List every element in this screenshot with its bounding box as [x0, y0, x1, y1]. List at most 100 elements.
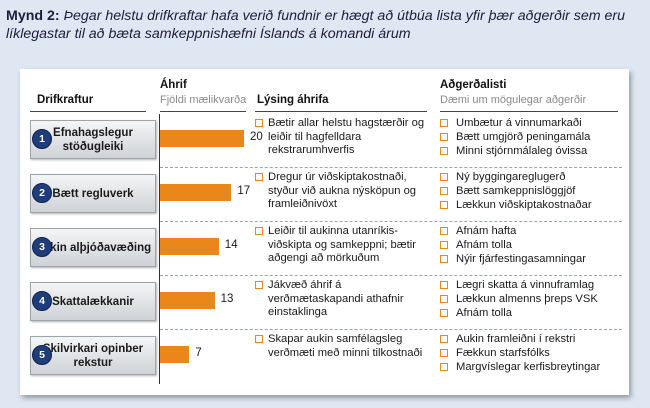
row-separator [160, 221, 622, 222]
checkbox-icon [440, 309, 448, 317]
action-list: Afnám hafta Afnám tolla Nýir fjárfestingas… [440, 224, 625, 266]
header-impact-sub: Fjöldi mælikvarða [160, 94, 247, 106]
action-item-label: Lækkun almenns þreps VSK [456, 293, 598, 305]
action-item: Aukin framleiðni í rekstri [440, 332, 625, 346]
row-separator [160, 275, 622, 276]
action-list: Ný byggingareglugerð Bætt samkeppnislöggj… [440, 170, 625, 212]
checkbox-icon [440, 201, 448, 209]
action-item-label: Ný byggingareglugerð [456, 171, 566, 183]
header-underline-impact [160, 111, 246, 112]
impact-description-text: Leiðir til aukinna utanríkis-viðskipta o… [268, 225, 416, 264]
action-item: Bætt umgjörð peningamála [440, 130, 625, 144]
checkbox-icon [440, 255, 448, 263]
action-item-label: Lægri skatta á vinnuframlag [456, 279, 595, 291]
bullet-square-icon [255, 119, 263, 127]
action-item-label: Margvíslegar kerfisbreytingar [456, 361, 601, 373]
action-item: Bætt samkeppnislöggjöf [440, 184, 625, 198]
checkbox-icon [440, 133, 448, 141]
checkbox-icon [440, 295, 448, 303]
action-item: Minni stjórnmálaleg óvissa [440, 144, 625, 158]
checkbox-icon [440, 187, 448, 195]
chart-card: Drifkraftur Áhrif Fjöldi mælikvarða Lýsi… [20, 69, 629, 395]
impact-description-text: Jákvæð áhrif á verðmætaskapandi athafnir… [268, 279, 404, 318]
action-item: Margvíslegar kerfisbreytingar [440, 360, 625, 374]
action-item: Umbætur á vinnumarkaði [440, 116, 625, 130]
checkbox-icon [440, 119, 448, 127]
figure-caption: Þegar helstu drifkraftar hafa verið fund… [6, 8, 626, 42]
action-item: Lækkun almenns þreps VSK [440, 292, 625, 306]
impact-description: Jákvæð áhrif á verðmætaskapandi athafnir… [255, 279, 425, 320]
action-item: Lægri skatta á vinnuframlag [440, 278, 625, 292]
action-item: Ný byggingareglugerð [440, 170, 625, 184]
impact-description-text: Bætir allar helstu hagstærðir og leiðir … [268, 117, 425, 156]
row-separator [160, 167, 622, 168]
figure-title: Mynd 2: Þegar helstu drifkraftar hafa ve… [6, 7, 642, 43]
action-item: Lækkun viðskiptakostnaðar [440, 198, 625, 212]
header-driver: Drifkraftur [37, 94, 94, 106]
row-separator [160, 329, 622, 330]
row-number-badge: 2 [32, 183, 52, 203]
checkbox-icon [440, 281, 448, 289]
action-item-label: Afnám hafta [456, 225, 517, 237]
header-underline-driver [30, 111, 146, 112]
header-actions: Aðgerðalisti [440, 79, 507, 91]
impact-bar [160, 346, 190, 363]
checkbox-icon [440, 349, 448, 357]
impact-bar-value: 20 [250, 131, 263, 143]
bullet-square-icon [255, 281, 263, 289]
action-item-label: Minni stjórnmálaleg óvissa [456, 145, 588, 157]
action-item: Afnám tolla [440, 306, 625, 320]
checkbox-icon [440, 363, 448, 371]
action-item: Afnám tolla [440, 238, 625, 252]
action-item-label: Afnám tolla [456, 239, 512, 251]
impact-description: Bætir allar helstu hagstærðir og leiðir … [255, 117, 425, 158]
row-number-badge: 3 [32, 237, 52, 257]
impact-description: Leiðir til aukinna utanríkis-viðskipta o… [255, 225, 425, 266]
bar-axis-line [159, 114, 160, 384]
checkbox-icon [440, 241, 448, 249]
bullet-square-icon [255, 173, 263, 181]
impact-bar-value: 7 [195, 347, 202, 359]
impact-description-text: Dregur úr viðskiptakostnaði, styður við … [268, 171, 417, 210]
checkbox-icon [440, 147, 448, 155]
header-underline-description [255, 111, 427, 112]
checkbox-icon [440, 173, 448, 181]
header-actions-sub: Dæmi um mögulegar aðgerðir [440, 94, 587, 106]
header-description: Lýsing áhrifa [257, 94, 329, 106]
action-item-label: Bætt umgjörð peningamála [456, 131, 591, 143]
impact-description: Dregur úr viðskiptakostnaði, styður við … [255, 171, 425, 212]
checkbox-icon [440, 335, 448, 343]
bullet-square-icon [255, 335, 263, 343]
checkbox-icon [440, 227, 448, 235]
action-list: Umbætur á vinnumarkaði Bætt umgjörð penin… [440, 116, 625, 158]
impact-bar-value: 14 [224, 239, 238, 251]
action-list: Aukin framleiðni í rekstri Fækkun starfsf… [440, 332, 625, 374]
row-number-badge: 5 [32, 345, 52, 365]
driver-box: Skattalækkanir [30, 282, 156, 321]
action-item-label: Nýir fjárfestingasamningar [456, 253, 586, 265]
action-item-label: Umbætur á vinnumarkaði [456, 117, 582, 129]
row-number-badge: 1 [32, 129, 52, 149]
impact-bar [160, 130, 244, 147]
action-item: Nýir fjárfestingasamningar [440, 252, 625, 266]
action-list: Lægri skatta á vinnuframlag Lækkun almenn… [440, 278, 625, 320]
impact-bar-value: 17 [237, 185, 251, 197]
row-number-badge: 4 [32, 291, 52, 311]
impact-bar [160, 292, 215, 309]
header-impact: Áhrif [160, 79, 187, 91]
action-item: Fækkun starfsfólks [440, 346, 625, 360]
action-item-label: Aukin framleiðni í rekstri [456, 333, 576, 345]
action-item-label: Lækkun viðskiptakostnaðar [456, 199, 592, 211]
figure-label: Mynd 2: [6, 8, 60, 24]
header-underline-actions [440, 111, 618, 112]
impact-bar [160, 184, 232, 201]
action-item-label: Fækkun starfsfólks [456, 347, 550, 359]
bullet-square-icon [255, 227, 263, 235]
impact-description: Skapar aukin samfélagsleg verðmæti með m… [255, 333, 425, 360]
impact-description-text: Skapar aukin samfélagsleg verðmæti með m… [268, 333, 423, 359]
action-item-label: Bætt samkeppnislöggjöf [456, 185, 576, 197]
impact-bar [160, 238, 219, 255]
impact-bar-value: 13 [220, 293, 234, 305]
action-item: Afnám hafta [440, 224, 625, 238]
